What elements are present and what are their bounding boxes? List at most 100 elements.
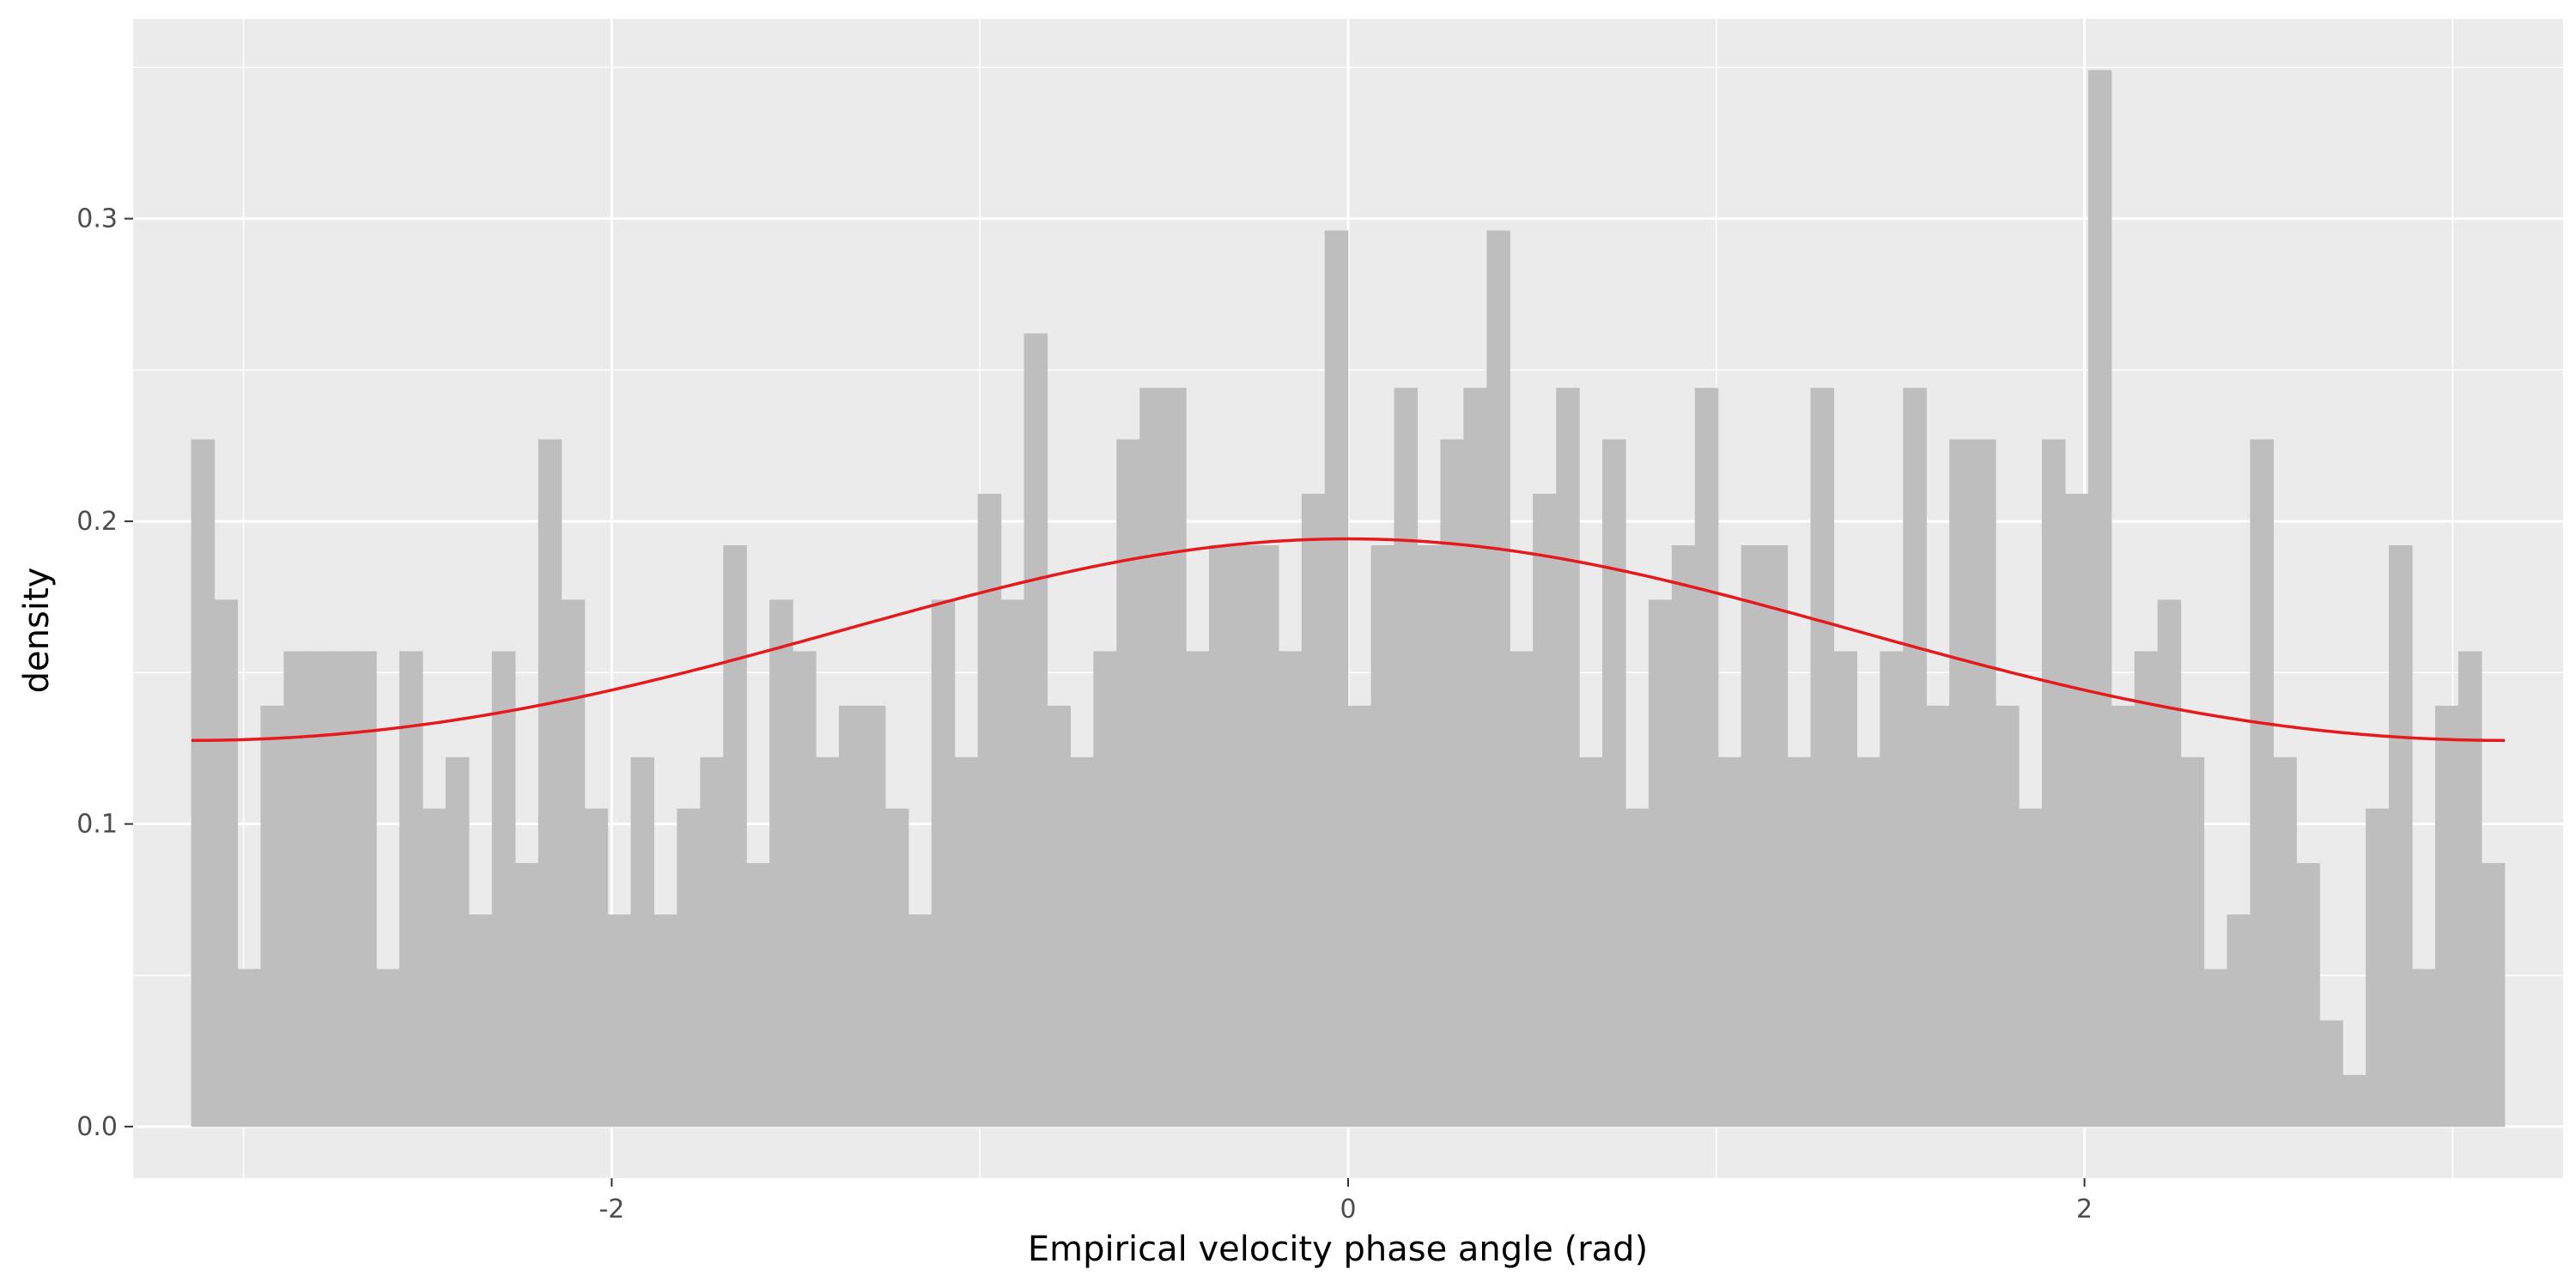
histogram-bar: [491, 651, 516, 1127]
histogram-bar: [2019, 808, 2043, 1127]
histogram-bar: [1717, 756, 1742, 1127]
histogram-bar: [1996, 705, 2020, 1127]
histogram-bar: [2434, 705, 2459, 1127]
histogram-bar: [1972, 439, 1996, 1127]
histogram-bar: [954, 756, 979, 1127]
histogram-bar: [1694, 387, 1719, 1127]
histogram-bar: [2296, 863, 2320, 1127]
histogram-bar: [1394, 387, 1419, 1127]
x-axis: -2 0 2: [598, 1178, 2093, 1224]
histogram-bar: [2087, 70, 2112, 1127]
histogram-bar: [376, 969, 400, 1127]
histogram-bar: [2389, 545, 2413, 1127]
histogram-bar: [1417, 545, 1442, 1127]
y-tick-label: 0.2: [76, 507, 118, 537]
histogram-bar: [538, 439, 562, 1127]
histogram-bar: [561, 599, 586, 1127]
histogram-bar: [1209, 545, 1233, 1127]
histogram-bar: [2041, 439, 2066, 1127]
histogram-bar: [793, 651, 817, 1127]
histogram-bar: [2366, 808, 2390, 1127]
histogram-bar: [214, 599, 239, 1127]
histogram-bar: [1231, 545, 1256, 1127]
histogram-bar: [2319, 1020, 2343, 1127]
histogram-bar: [1787, 756, 1812, 1127]
histogram-bar: [1463, 387, 1487, 1127]
histogram-bar: [2134, 651, 2159, 1127]
histogram-bar: [1070, 756, 1094, 1127]
histogram-bar: [653, 914, 677, 1127]
histogram-bar: [1139, 387, 1163, 1127]
histogram-bar: [307, 651, 331, 1127]
histogram-bar: [1324, 230, 1349, 1127]
y-axis: 0.0 0.1 0.2 0.3: [76, 204, 133, 1142]
histogram-bar: [2111, 705, 2136, 1127]
y-tick-label: 0.0: [76, 1112, 118, 1142]
histogram-bar: [884, 808, 909, 1127]
histogram-bar: [514, 863, 539, 1127]
histogram-bar: [2250, 439, 2274, 1127]
histogram-bar: [2064, 494, 2089, 1127]
histogram-bar: [769, 599, 793, 1127]
histogram-bar: [1163, 387, 1187, 1127]
histogram-bar: [977, 494, 1002, 1127]
histogram-bar: [1949, 439, 1973, 1127]
histogram-bar: [1671, 545, 1696, 1127]
histogram-bar: [838, 705, 863, 1127]
histogram-bar: [908, 914, 933, 1127]
histogram-bar: [1186, 651, 1210, 1127]
histogram-bar: [1880, 651, 1904, 1127]
histogram-bar: [2157, 599, 2182, 1127]
histogram-bar: [2180, 756, 2205, 1127]
histogram-bar: [1000, 599, 1025, 1127]
histogram-bar: [816, 756, 840, 1127]
histogram-bar: [1764, 545, 1789, 1127]
histogram-bar: [931, 599, 956, 1127]
histogram-bar: [746, 863, 770, 1127]
histogram-bar: [2458, 651, 2482, 1127]
histogram-bar: [677, 808, 701, 1127]
histogram-bar: [607, 914, 632, 1127]
y-tick-label: 0.1: [76, 810, 118, 840]
histogram-bar: [1093, 651, 1117, 1127]
histogram-bar: [2342, 1074, 2366, 1127]
histogram-bar: [283, 651, 307, 1127]
histogram-bar: [1347, 705, 1372, 1127]
histogram-bar: [1024, 333, 1048, 1127]
histogram-bar: [1741, 545, 1765, 1127]
histogram-bar: [2273, 756, 2297, 1127]
histogram-bar: [1648, 599, 1673, 1127]
histogram-bar: [1510, 651, 1534, 1127]
y-axis-title: density: [17, 568, 57, 694]
histogram-bar: [700, 756, 724, 1127]
x-tick-label: 0: [1340, 1194, 1356, 1224]
histogram-bar: [260, 705, 284, 1127]
histogram-bar: [353, 651, 377, 1127]
x-tick-label: -2: [598, 1194, 624, 1224]
histogram-bar: [2412, 969, 2436, 1127]
histogram-bar: [1903, 387, 1927, 1127]
histogram-bar: [584, 808, 609, 1127]
histogram-bar: [1278, 651, 1303, 1127]
x-axis-title: Empirical velocity phase angle (rad): [1028, 1230, 1648, 1269]
histogram-bar: [630, 756, 655, 1127]
histogram-bar: [1255, 545, 1279, 1127]
histogram-bar: [861, 705, 886, 1127]
histogram-bar: [1625, 808, 1649, 1127]
histogram-bar: [1301, 494, 1326, 1127]
histogram-bar: [1810, 387, 1835, 1127]
histogram-bars: [191, 70, 2506, 1127]
histogram-bar: [330, 651, 354, 1127]
histogram-bar: [1833, 651, 1858, 1127]
histogram-bar: [399, 651, 423, 1127]
histogram-bar: [422, 808, 447, 1127]
histogram-bar: [1926, 705, 1950, 1127]
histogram-bar: [468, 914, 493, 1127]
histogram-bar: [1047, 705, 1072, 1127]
histogram-bar: [1602, 439, 1626, 1127]
histogram-bar: [1370, 545, 1395, 1127]
histogram-bar: [1440, 439, 1465, 1127]
histogram-bar: [1533, 494, 1557, 1127]
x-tick-label: 2: [2076, 1194, 2093, 1224]
